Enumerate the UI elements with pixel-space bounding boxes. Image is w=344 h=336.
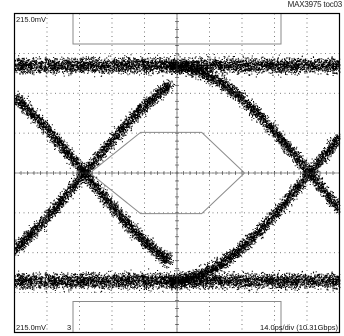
bottom-left-label: 215.0mV: [16, 323, 46, 332]
top-left-label: 215.0mV: [16, 15, 46, 24]
eye-traces: [14, 53, 341, 294]
graticule: [14, 13, 340, 333]
plot-frame: [13, 12, 341, 334]
bottom-right-label: 14.0ps/div (10.31Gbps): [260, 323, 338, 332]
eye-trace-dots: [14, 53, 341, 294]
channel-marker-bottom: 3: [67, 323, 71, 332]
figure-id: MAX3975 toc03: [287, 0, 343, 9]
mask-center-hexagon: [89, 131, 246, 215]
mask-bottom-outline: [72, 301, 282, 333]
mask-outlines: [72, 13, 282, 333]
mask-top-outline: [72, 13, 282, 45]
channel-marker-top: 1: [67, 56, 71, 65]
